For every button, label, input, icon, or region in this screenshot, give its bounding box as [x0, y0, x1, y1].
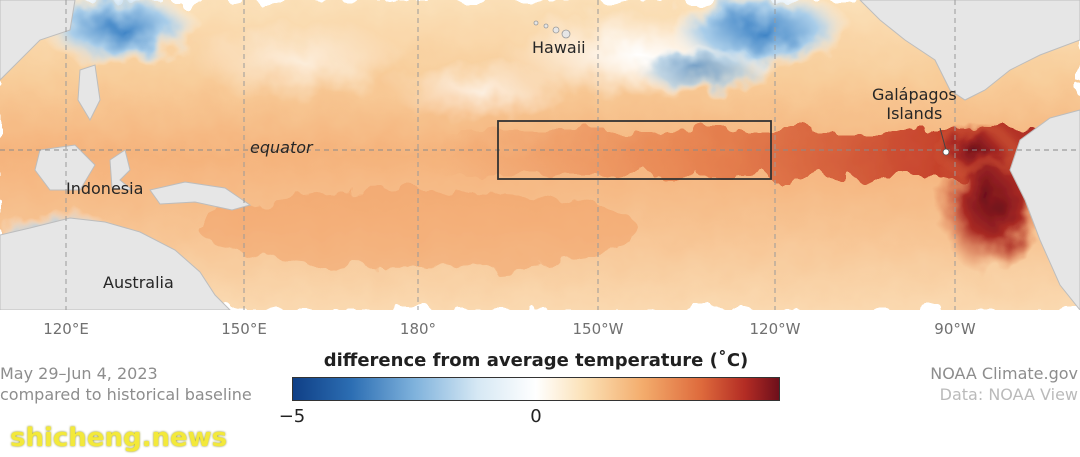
longitude-tick-180: 180°: [399, 320, 437, 338]
australia-landmass: [0, 217, 231, 310]
baseline-text: compared to historical baseline: [0, 385, 252, 404]
color-scale-bar: [292, 377, 780, 401]
longitude-gridlines: [65, 0, 956, 310]
galapagos-label-line2: Islands: [886, 104, 943, 123]
watermark-text: shicheng.news: [10, 423, 228, 453]
indonesia-label: Indonesia: [66, 179, 144, 198]
longitude-tick-150w: 150°W: [572, 320, 624, 338]
north-america-landmass: [859, 0, 1080, 101]
scale-min-label: −5: [278, 406, 306, 427]
hawaii-label: Hawaii: [532, 38, 586, 57]
south-america-landmass: [1009, 109, 1080, 310]
scale-mid-label: 0: [530, 406, 542, 427]
legend-title: difference from average temperature (˚C): [323, 350, 749, 371]
equator-label: equator: [250, 138, 313, 157]
date-range-text: May 29–Jun 4, 2023: [0, 364, 158, 383]
nino34-region-box: [497, 120, 772, 180]
land-masses: [0, 0, 1080, 310]
sulawesi-landmass: [109, 149, 134, 191]
galapagos-marker: [942, 148, 950, 156]
data-source-text: Data: NOAA View: [939, 385, 1078, 404]
borneo-landmass: [34, 144, 96, 191]
asia-landmass: [0, 0, 76, 81]
galapagos-label-line1: Galápagos: [872, 85, 957, 104]
longitude-tick-120w: 120°W: [749, 320, 801, 338]
longitude-tick-120e: 120°E: [43, 320, 89, 338]
new-guinea-landmass: [149, 181, 252, 211]
longitude-tick-90w: 90°W: [934, 320, 976, 338]
hawaii-islands: [533, 20, 571, 39]
longitude-tick-150e: 150°E: [221, 320, 267, 338]
galapagos-leader-line: [939, 127, 947, 151]
sst-anomaly-map: [0, 0, 1080, 310]
philippines-landmass: [77, 64, 101, 122]
australia-label: Australia: [103, 273, 174, 292]
credit-text: NOAA Climate.gov: [930, 364, 1078, 383]
galapagos-label: Galápagos Islands: [872, 85, 957, 123]
